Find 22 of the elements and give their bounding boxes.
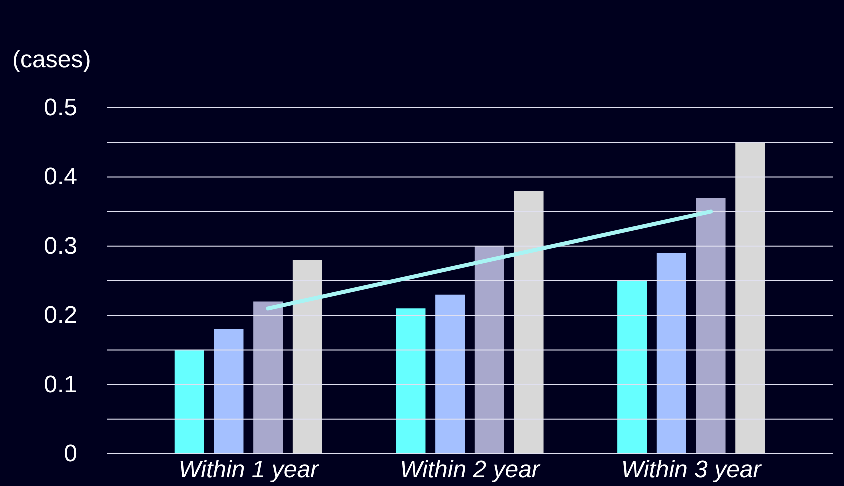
y-tick-label: 0.5	[44, 94, 78, 122]
y-tick-label: 0.4	[44, 164, 78, 191]
bar	[736, 142, 766, 454]
bar	[696, 198, 726, 454]
y-tick-label: 0.1	[44, 371, 78, 398]
bar	[514, 191, 544, 454]
y-tick-label: 0	[64, 440, 78, 468]
bar	[618, 281, 648, 454]
bar	[656, 253, 686, 454]
x-tick-label: Within 1 year	[178, 456, 320, 484]
y-tick-label: 0.3	[44, 232, 78, 260]
y-tick-label: 0.2	[44, 302, 78, 330]
x-tick-label: Within 2 year	[400, 456, 541, 484]
bar	[292, 260, 322, 454]
bar	[174, 350, 204, 454]
bar	[436, 294, 466, 454]
bar	[396, 308, 426, 454]
x-tick-label: Within 3 year	[621, 456, 762, 484]
bar	[254, 302, 284, 454]
bar	[474, 246, 504, 454]
y-axis-title: (cases)	[12, 46, 92, 74]
bar	[214, 329, 244, 454]
